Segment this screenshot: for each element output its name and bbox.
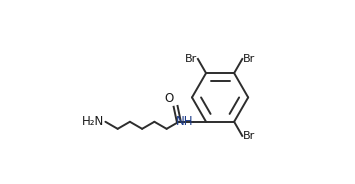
Text: O: O [164,92,174,105]
Text: NH: NH [176,115,193,128]
Text: Br: Br [185,54,197,64]
Text: Br: Br [243,131,256,141]
Text: H₂N: H₂N [82,115,104,128]
Text: Br: Br [243,54,256,64]
